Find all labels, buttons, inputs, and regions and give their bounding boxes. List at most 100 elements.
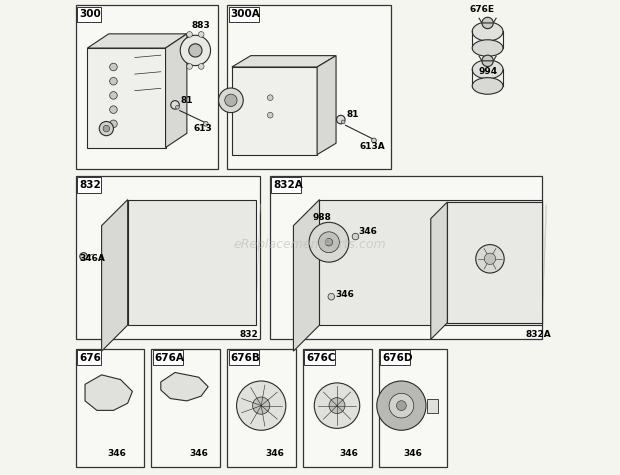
Circle shape — [170, 101, 179, 109]
Bar — [229, 7, 259, 22]
Text: 832: 832 — [240, 330, 259, 339]
Bar — [151, 349, 220, 467]
Text: 300: 300 — [79, 9, 100, 19]
Circle shape — [325, 238, 333, 246]
Circle shape — [187, 64, 192, 69]
Circle shape — [314, 383, 360, 428]
Circle shape — [319, 232, 339, 253]
Text: 676E: 676E — [469, 5, 494, 14]
Circle shape — [267, 95, 273, 101]
Text: 346: 346 — [339, 449, 358, 458]
Bar — [76, 176, 260, 339]
Bar — [227, 5, 391, 169]
Text: 346: 346 — [335, 290, 354, 299]
Polygon shape — [87, 34, 187, 48]
Polygon shape — [317, 56, 336, 155]
Polygon shape — [448, 202, 542, 323]
Circle shape — [103, 125, 110, 132]
Circle shape — [309, 222, 349, 262]
Circle shape — [337, 115, 345, 124]
Text: 994: 994 — [479, 67, 498, 76]
Circle shape — [188, 44, 202, 57]
Text: 676C: 676C — [306, 352, 335, 362]
Circle shape — [237, 381, 286, 430]
Ellipse shape — [472, 22, 503, 41]
Text: 832A: 832A — [526, 330, 551, 339]
Bar — [153, 350, 183, 365]
Circle shape — [328, 294, 335, 300]
Text: 346: 346 — [189, 449, 208, 458]
Circle shape — [180, 35, 211, 66]
Bar — [77, 7, 101, 22]
Text: 346A: 346A — [80, 254, 105, 263]
Circle shape — [187, 31, 192, 37]
Bar — [270, 176, 542, 339]
Polygon shape — [128, 200, 255, 325]
Text: 613: 613 — [194, 124, 213, 133]
Bar — [304, 350, 335, 365]
Circle shape — [110, 77, 117, 85]
Text: 346: 346 — [404, 449, 423, 458]
Bar — [87, 48, 166, 148]
Ellipse shape — [472, 40, 503, 57]
Circle shape — [329, 398, 345, 414]
Polygon shape — [232, 56, 336, 67]
Circle shape — [482, 55, 494, 66]
Polygon shape — [431, 202, 448, 339]
Text: 81: 81 — [347, 110, 359, 119]
Bar — [271, 177, 301, 192]
Bar — [77, 177, 101, 192]
Text: 988: 988 — [312, 212, 331, 221]
Circle shape — [224, 94, 237, 106]
Circle shape — [389, 393, 414, 418]
Circle shape — [110, 92, 117, 99]
Bar — [232, 67, 317, 155]
Text: 883: 883 — [192, 21, 210, 30]
Circle shape — [352, 233, 359, 240]
Circle shape — [482, 17, 494, 28]
Ellipse shape — [472, 77, 503, 94]
Circle shape — [198, 31, 204, 37]
Circle shape — [267, 113, 273, 118]
Text: 613A: 613A — [360, 142, 386, 151]
Text: 676A: 676A — [154, 352, 185, 362]
Circle shape — [198, 64, 204, 69]
Circle shape — [175, 105, 179, 109]
Text: 346: 346 — [107, 449, 126, 458]
Polygon shape — [293, 200, 319, 351]
Text: 676: 676 — [79, 352, 101, 362]
Text: 832: 832 — [79, 180, 100, 190]
Text: 346: 346 — [358, 227, 377, 236]
Circle shape — [371, 138, 376, 143]
Circle shape — [203, 122, 208, 126]
Text: 346: 346 — [265, 449, 284, 458]
Polygon shape — [85, 375, 133, 410]
Circle shape — [219, 88, 243, 113]
Polygon shape — [161, 372, 208, 401]
Polygon shape — [102, 200, 128, 351]
Text: 300A: 300A — [231, 9, 260, 19]
Circle shape — [80, 253, 87, 260]
Circle shape — [110, 63, 117, 71]
Circle shape — [99, 122, 113, 136]
Circle shape — [110, 106, 117, 114]
Bar — [380, 350, 410, 365]
Ellipse shape — [472, 60, 503, 79]
Circle shape — [484, 253, 495, 265]
Circle shape — [396, 401, 406, 410]
Bar — [227, 349, 296, 467]
Circle shape — [341, 120, 345, 124]
Bar — [379, 349, 448, 467]
Bar — [303, 349, 371, 467]
Bar — [427, 399, 438, 413]
Polygon shape — [319, 200, 542, 325]
Polygon shape — [166, 34, 187, 148]
Circle shape — [252, 397, 270, 414]
Bar — [229, 350, 259, 365]
Text: 81: 81 — [180, 95, 193, 104]
Text: 832A: 832A — [273, 180, 303, 190]
Text: eReplacementParts.com: eReplacementParts.com — [234, 238, 386, 251]
Circle shape — [476, 245, 504, 273]
Text: 676B: 676B — [231, 352, 260, 362]
Bar — [76, 349, 144, 467]
